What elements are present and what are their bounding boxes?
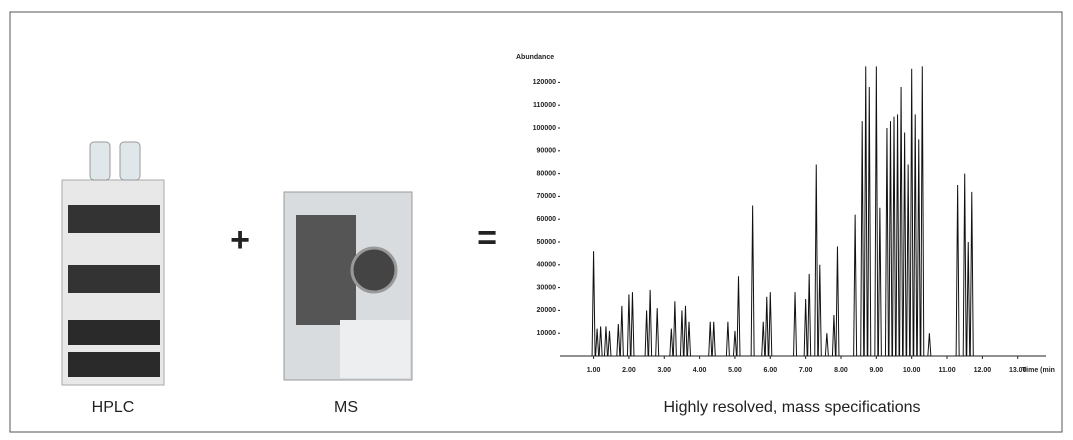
peak	[817, 264, 822, 357]
peak	[644, 310, 649, 357]
peak	[591, 251, 596, 357]
x-tick-label: 8.00	[834, 367, 848, 374]
y-tick-label: 100000	[533, 125, 556, 132]
peak	[807, 273, 812, 357]
peak	[892, 116, 897, 357]
peak	[672, 301, 677, 357]
y-tick-label: 20000	[537, 307, 557, 314]
peak	[607, 330, 612, 357]
ms-image	[283, 191, 413, 381]
x-tick-label: 13.00	[1009, 367, 1027, 374]
x-tick-label: 3.00	[657, 367, 671, 374]
peak	[711, 321, 716, 357]
peak	[764, 296, 769, 357]
x-tick-label: 9.00	[870, 367, 884, 374]
peak	[687, 321, 692, 357]
peak	[863, 66, 868, 357]
peak	[803, 298, 808, 357]
ms-label: MS	[334, 399, 358, 416]
peak	[626, 294, 631, 357]
frame	[9, 11, 1063, 433]
y-tick-label: 90000	[537, 148, 557, 155]
peak	[835, 246, 840, 357]
y-tick-label: 60000	[537, 216, 557, 223]
y-axis-label: Abundance	[516, 54, 554, 61]
peak	[603, 326, 608, 357]
peak	[969, 191, 974, 357]
peak	[902, 132, 907, 357]
peak	[761, 321, 766, 357]
peak	[768, 292, 773, 357]
peak	[899, 86, 904, 357]
peak	[966, 241, 971, 357]
y-tick-label: 10000	[537, 330, 557, 337]
peak	[824, 333, 829, 357]
x-tick-label: 10.00	[903, 367, 921, 374]
peak	[877, 207, 882, 357]
y-tick-label: 70000	[537, 193, 557, 200]
x-tick-label: 11.00	[938, 367, 955, 374]
peak	[598, 326, 603, 357]
peak	[916, 139, 921, 357]
result-label: Highly resolved, mass specifications	[664, 399, 921, 416]
peak	[962, 173, 967, 357]
hplc-image	[61, 141, 165, 386]
y-tick-label: 80000	[537, 170, 557, 177]
peak	[708, 321, 713, 357]
peak	[860, 121, 865, 357]
peak	[732, 330, 737, 357]
peak	[630, 292, 635, 357]
peak	[867, 86, 872, 357]
peak	[888, 121, 893, 357]
y-tick-label: 30000	[537, 284, 557, 291]
peak	[814, 164, 819, 357]
x-tick-label: 2.00	[622, 367, 636, 374]
hplc-label: HPLC	[92, 399, 135, 416]
peak	[913, 114, 918, 357]
plus-sign: +	[230, 221, 250, 259]
peak	[853, 214, 858, 357]
peak	[648, 289, 653, 357]
peak	[874, 66, 879, 357]
peak	[920, 66, 925, 357]
x-tick-label: 7.00	[799, 367, 813, 374]
peak	[725, 321, 730, 357]
peak	[906, 164, 911, 357]
x-tick-label: 1.00	[587, 367, 601, 374]
peak	[895, 114, 900, 357]
peak	[793, 292, 798, 357]
x-tick-label: 6.00	[763, 367, 777, 374]
x-tick-label: 5.00	[728, 367, 742, 374]
peak	[616, 324, 621, 357]
peak	[669, 328, 674, 357]
peak	[736, 276, 741, 357]
x-tick-label: 12.00	[974, 367, 992, 374]
peak	[679, 310, 684, 357]
equals-sign: =	[477, 219, 497, 257]
peak	[595, 328, 600, 357]
y-tick-label: 120000	[533, 79, 556, 86]
peak	[884, 127, 889, 357]
y-tick-label: 40000	[537, 262, 557, 269]
peak	[750, 205, 755, 357]
peak	[831, 314, 836, 357]
y-tick-label: 110000	[533, 102, 556, 109]
peak	[683, 305, 688, 357]
x-tick-label: 4.00	[693, 367, 707, 374]
y-tick-label: 50000	[537, 239, 557, 246]
x-axis-label: Time (min	[1022, 367, 1055, 374]
peak	[909, 68, 914, 357]
peak	[619, 305, 624, 357]
peak	[927, 333, 932, 357]
peak	[655, 308, 660, 357]
peak	[955, 184, 960, 357]
